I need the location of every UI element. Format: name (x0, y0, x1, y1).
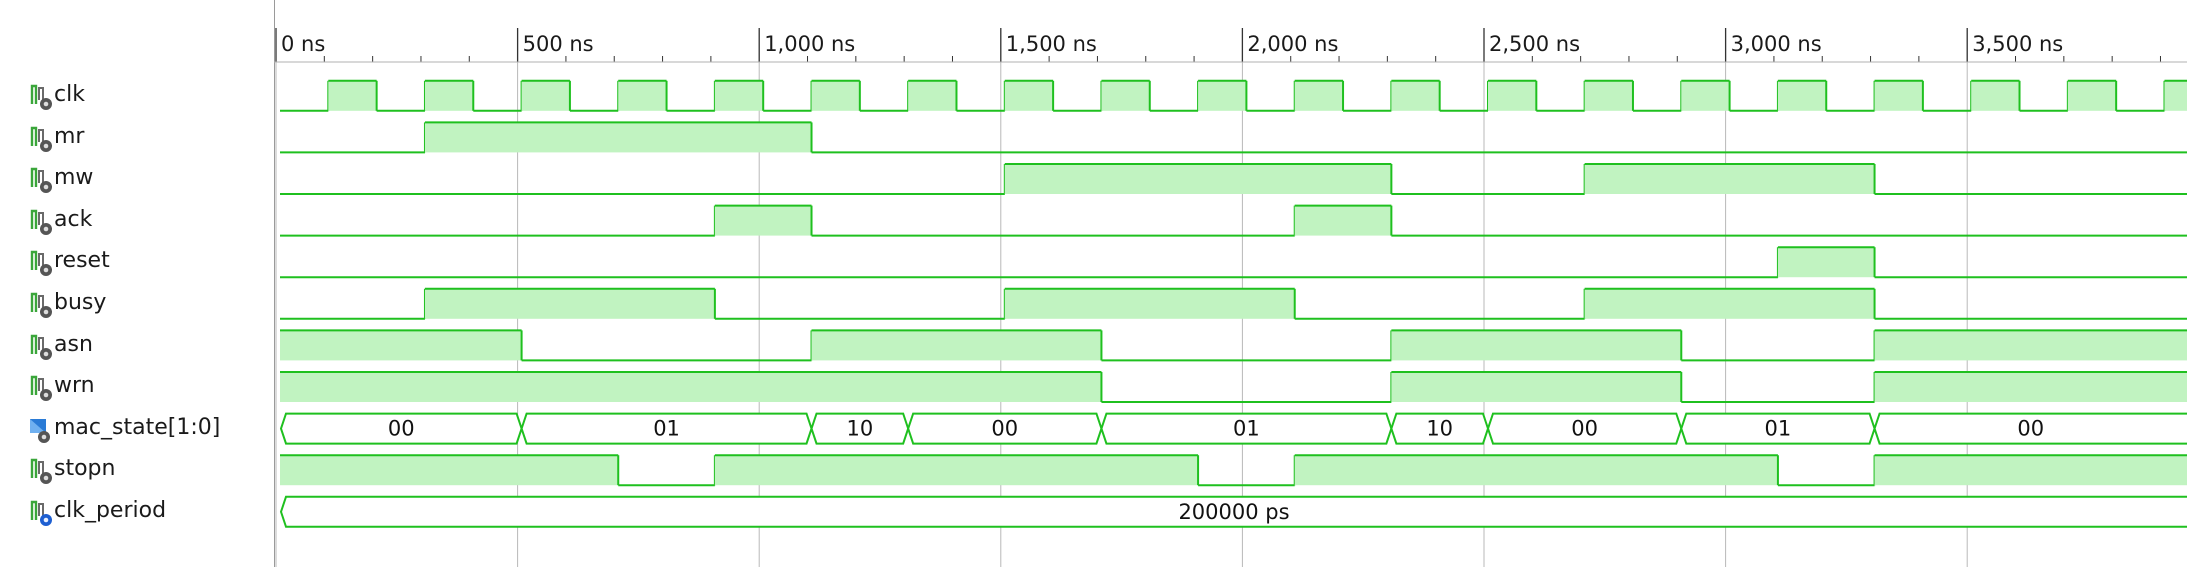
signal-bit-icon (28, 373, 68, 407)
signal-row-wrn[interactable]: wrn (0, 367, 274, 407)
bus-segment (279, 495, 2187, 528)
signal-constant-icon (28, 498, 68, 532)
signal-name: asn (54, 331, 93, 357)
bus-value-label: 10 (1426, 417, 1453, 441)
signal-name: reset (54, 248, 110, 274)
wave-high-fill (1294, 455, 1778, 486)
wave-high-fill (280, 330, 522, 361)
signal-bit-icon (28, 165, 68, 199)
bus-value-label: 01 (1233, 417, 1260, 441)
time-tick-label: 2,000 ns (1247, 32, 1338, 56)
signal-row-clk[interactable]: clk (0, 76, 274, 116)
signal-bit-icon (28, 124, 68, 158)
signal-bit-icon (28, 207, 68, 241)
signal-name: busy (54, 290, 107, 315)
wave-high-fill (1874, 455, 2187, 486)
signal-names-panel: clk mr mw ack reset busy asn wrn mac_state[1:0]s… (0, 0, 274, 567)
signal-name: clk (54, 82, 85, 107)
signal-bus-icon (28, 415, 68, 449)
wave-high-fill (1584, 164, 1875, 194)
wave-high-fill (1971, 80, 2020, 111)
wave-high-fill (1681, 80, 1730, 111)
time-tick-label: 0 ns (281, 32, 325, 56)
bus-value-label: 01 (653, 417, 680, 441)
wave-high-fill (1391, 80, 1440, 111)
signal-bit-icon (28, 290, 68, 324)
signal-name: mr (54, 123, 85, 149)
wave-high-fill (1198, 80, 1247, 111)
signal-row-mw[interactable]: mw (0, 159, 274, 199)
bus-value-label: 10 (846, 417, 873, 441)
wave-high-fill (1874, 372, 2187, 402)
wave-high-fill (618, 80, 667, 111)
wave-high-fill (424, 288, 715, 319)
bus-segment (1873, 412, 2187, 445)
signal-name: mac_state[1:0] (54, 414, 221, 440)
signal-name: mw (54, 165, 94, 191)
wave-high-fill (1004, 80, 1054, 111)
wave-high-fill (1294, 205, 1392, 236)
bus-value-label: 00 (388, 417, 415, 441)
bus-value-label: 01 (1765, 417, 1792, 441)
time-tick-label: 1,500 ns (1006, 32, 1097, 56)
signal-row-clk_period[interactable]: clk_period (0, 492, 274, 532)
wave-high-fill (1004, 164, 1392, 194)
signal-row-stopn[interactable]: stopn (0, 450, 274, 490)
wave-high-fill (328, 80, 377, 111)
wave-high-fill (521, 80, 570, 111)
bus-value-label: 00 (1571, 417, 1598, 441)
bus-value-label: 00 (2017, 417, 2044, 441)
wave-high-fill (1488, 80, 1537, 111)
wave-high-fill (1004, 288, 1295, 319)
wave-high-fill (1294, 80, 1344, 111)
wave-high-fill (714, 80, 764, 111)
wave-high-fill (280, 372, 1102, 402)
panel-divider[interactable] (274, 0, 275, 567)
wave-high-fill (2067, 80, 2117, 111)
wave-high-fill (1777, 80, 1827, 111)
signal-row-busy[interactable]: busy (0, 284, 274, 324)
signal-bit-icon (28, 248, 68, 282)
time-tick-label: 3,500 ns (1972, 32, 2063, 56)
signal-row-reset[interactable]: reset (0, 242, 274, 282)
wave-high-fill (714, 455, 1199, 486)
bus-value-label: 00 (991, 417, 1018, 441)
wave-high-fill (1101, 80, 1150, 111)
wave-high-fill (424, 122, 812, 153)
time-tick-label: 1,000 ns (764, 32, 855, 56)
wave-high-fill (908, 80, 957, 111)
bus-value-label: 200000 ps (1178, 500, 1289, 524)
wave-high-fill (714, 205, 812, 236)
wave-high-fill (1391, 372, 1682, 402)
signal-name: clk_period (54, 498, 167, 523)
time-tick-label: 3,000 ns (1731, 32, 1822, 56)
signal-name: wrn (54, 373, 95, 399)
signal-name: stopn (54, 456, 116, 482)
wave-high-fill (1391, 330, 1682, 361)
time-tick-label: 500 ns (523, 32, 594, 56)
wave-high-fill (2164, 80, 2187, 111)
wave-high-fill (1777, 247, 1875, 278)
signal-row-asn[interactable]: asn (0, 326, 274, 366)
signal-bit-icon (28, 456, 68, 490)
wave-high-fill (1584, 288, 1875, 319)
wave-high-fill (1584, 80, 1633, 111)
wave-high-fill (811, 80, 860, 111)
wave-high-fill (811, 330, 1102, 361)
signal-bit-icon (28, 82, 68, 116)
wave-high-fill (1874, 330, 2187, 361)
time-tick-label: 2,500 ns (1489, 32, 1580, 56)
signal-row-mr[interactable]: mr (0, 118, 274, 158)
wave-high-fill (1874, 80, 1923, 111)
signal-name: ack (54, 206, 93, 232)
signal-row-mac_state-1-0-[interactable]: mac_state[1:0] (0, 409, 274, 449)
signal-row-ack[interactable]: ack (0, 201, 274, 241)
wave-high-fill (280, 455, 619, 486)
wave-high-fill (424, 80, 474, 111)
signal-bit-icon (28, 332, 68, 366)
